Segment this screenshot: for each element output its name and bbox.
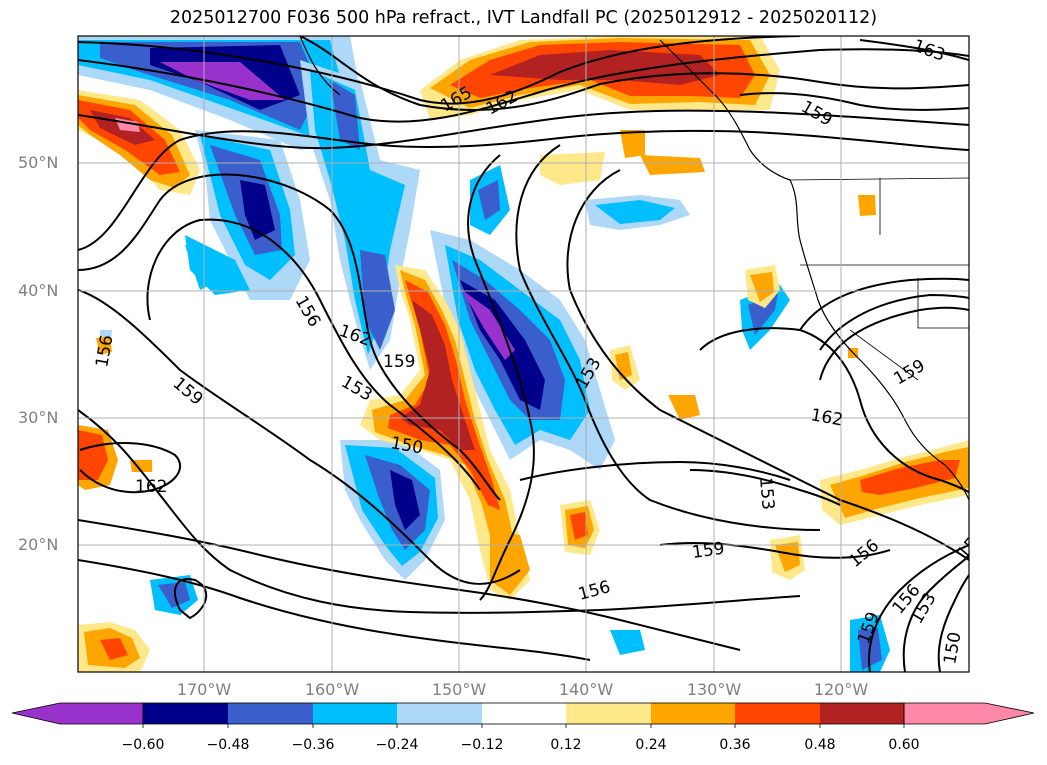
contour-line	[146, 218, 481, 491]
state-borders	[789, 177, 969, 381]
lon-label-170w: 170°W	[176, 680, 232, 699]
contour-line	[78, 519, 741, 651]
contour-line	[799, 277, 969, 331]
contour-line	[689, 469, 841, 506]
colorbar-tick: 0.36	[719, 737, 751, 753]
colorbar-tick: −0.60	[121, 737, 165, 753]
contour-line	[78, 409, 801, 614]
contour-line	[937, 574, 969, 672]
figure-title: 2025012700 F036 500 hPa refract., IVT La…	[169, 8, 878, 28]
contour-line	[566, 169, 969, 561]
colorbar-tick: −0.24	[375, 737, 419, 753]
lat-label-30n: 30°N	[18, 408, 59, 427]
colorbar-tick: −0.36	[291, 737, 335, 753]
lon-label-150w: 150°W	[431, 680, 487, 699]
colorbar-bin	[566, 703, 651, 724]
contour-label: 162	[135, 477, 167, 497]
map-field: 165 162 159 162 156 156 162 159 153 159 …	[78, 36, 969, 672]
contour-line	[78, 289, 521, 585]
lon-label-130w: 130°W	[686, 680, 742, 699]
contour-line	[78, 48, 969, 123]
coastline	[299, 36, 969, 501]
colorbar-bin	[313, 703, 397, 724]
lat-label-40n: 40°N	[18, 281, 59, 300]
contour-line	[659, 542, 891, 559]
colorbar-bin	[820, 703, 904, 724]
colorbar-tick: 0.48	[804, 737, 836, 753]
lat-label-20n: 20°N	[18, 535, 59, 554]
colorbar-bin	[228, 703, 313, 724]
colorbar-bin	[651, 703, 735, 724]
colorbar-extend-low	[11, 702, 144, 725]
colorbar-bin	[482, 703, 566, 724]
contour-line	[859, 39, 969, 61]
contour-line	[174, 578, 208, 620]
contour-line	[519, 460, 791, 481]
negative-anomaly-shading	[78, 36, 890, 672]
colorbar-frame	[142, 702, 905, 725]
contour-label: 159	[383, 352, 415, 372]
colorbar-bin	[735, 703, 820, 724]
colorbar-bin	[143, 703, 228, 724]
contour-label: 153	[755, 477, 778, 511]
colorbar-bin	[397, 703, 482, 724]
lat-label-50n: 50°N	[18, 153, 59, 172]
contour-line	[739, 92, 969, 111]
colorbar-tick: −0.48	[206, 737, 250, 753]
contour-line	[79, 442, 182, 494]
colorbar	[11, 702, 1035, 728]
colorbar-tick: −0.12	[460, 737, 504, 753]
colorbar-extend-high	[903, 702, 1035, 725]
contour-line	[902, 555, 969, 672]
colorbar-tick: 0.60	[888, 737, 920, 753]
lat-lon-grid	[78, 36, 969, 672]
contour-line	[78, 109, 969, 150]
contour-line	[299, 36, 969, 111]
colorbar-tick: 0.12	[550, 737, 582, 753]
contour-line	[699, 327, 969, 493]
contour-line	[467, 154, 535, 601]
contour-line	[78, 129, 969, 251]
contour-line	[515, 144, 821, 531]
colorbar-tick: 0.24	[635, 737, 667, 753]
lon-label-140w: 140°W	[558, 680, 614, 699]
contour-line	[78, 559, 591, 661]
map-frame	[77, 35, 970, 673]
lon-label-120w: 120°W	[813, 680, 869, 699]
contour-line	[868, 544, 969, 672]
contour-line	[78, 173, 501, 501]
contour-label: 159	[691, 539, 726, 563]
lon-label-160w: 160°W	[304, 680, 360, 699]
contour-line	[819, 306, 969, 381]
